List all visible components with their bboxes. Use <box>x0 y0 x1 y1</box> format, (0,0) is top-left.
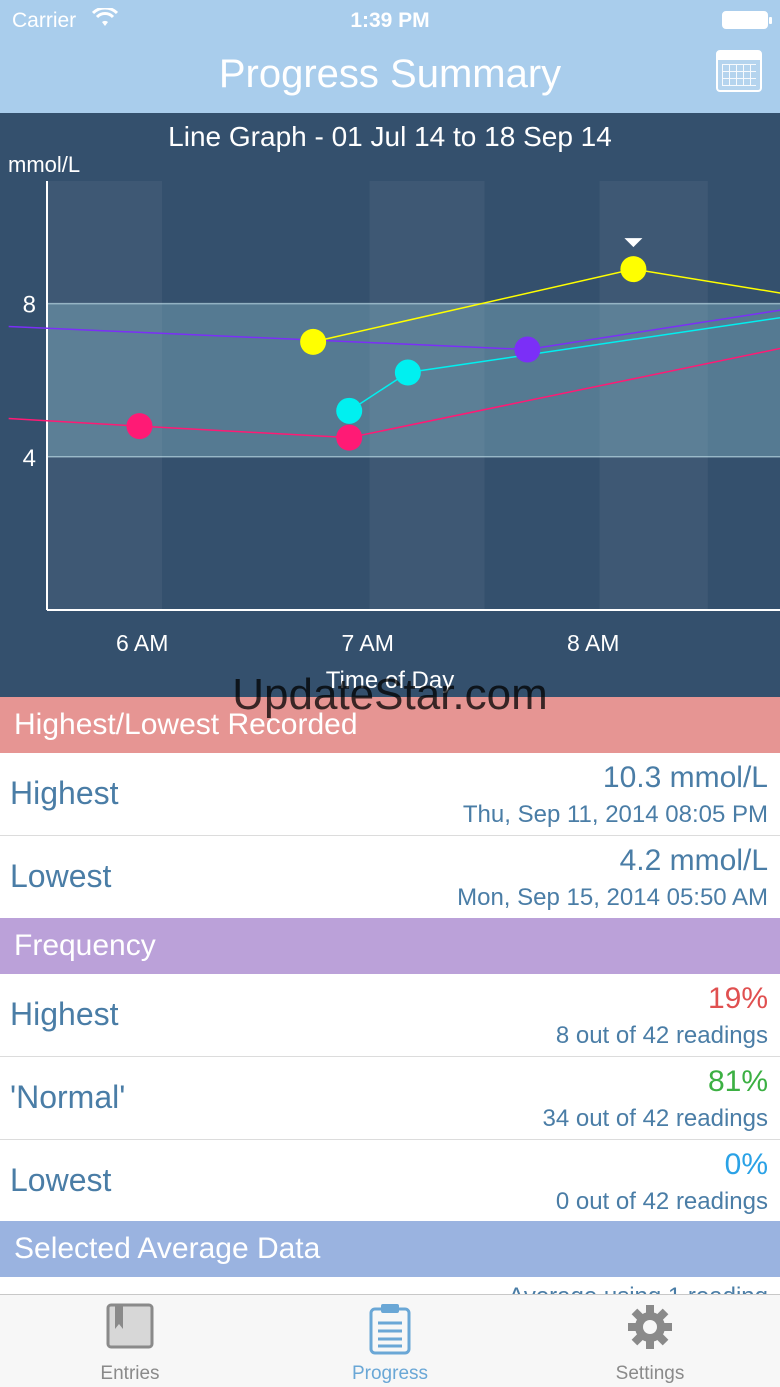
lowest-recorded-row[interactable]: Lowest 4.2 mmol/L Mon, Sep 15, 2014 05:5… <box>0 836 780 919</box>
hour-band <box>599 181 708 610</box>
series-line <box>8 347 780 439</box>
y-tick-label: 8 <box>23 292 36 319</box>
carrier-label: Carrier <box>12 9 77 32</box>
row-date: Mon, Sep 15, 2014 05:50 AM <box>457 884 768 911</box>
row-readings: 8 out of 42 readings <box>555 1022 768 1049</box>
row-percent: 0% <box>724 1148 768 1181</box>
y-axis-label: mmol/L <box>8 152 81 177</box>
tab-progress[interactable]: Progress <box>260 1295 520 1387</box>
row-readings: 34 out of 42 readings <box>542 1105 768 1132</box>
data-point <box>514 336 541 363</box>
frequency-lowest-row[interactable]: Lowest 0% 0 out of 42 readings <box>0 1140 780 1223</box>
page-title: Progress Summary <box>218 52 562 96</box>
tab-label: Settings <box>615 1363 685 1384</box>
tab-label: Progress <box>351 1363 429 1384</box>
average-partial-text: Average using 1 reading <box>508 1283 768 1297</box>
hour-band <box>369 181 485 610</box>
calendar-icon-grid <box>722 64 756 86</box>
x-axis-label: Time of Day <box>326 667 454 694</box>
calendar-icon[interactable] <box>716 50 762 92</box>
row-percent: 81% <box>707 1065 768 1098</box>
chart-title: Line Graph - 01 Jul 14 to 18 Sep 14 <box>168 121 612 152</box>
section-header-frequency: Frequency <box>0 918 780 974</box>
row-label: 'Normal' <box>10 1079 126 1115</box>
book-icon <box>106 1303 154 1354</box>
clipboard-icon <box>368 1303 412 1360</box>
highest-recorded-row[interactable]: Highest 10.3 mmol/L Thu, Sep 11, 2014 08… <box>0 753 780 836</box>
x-tick-label: 8 AM <box>567 630 619 656</box>
tab-entries[interactable]: Entries <box>0 1295 260 1387</box>
data-point <box>300 328 327 355</box>
hour-band <box>47 181 163 610</box>
navigation-bar: Carrier 1:39 PM Progress Summary <box>0 0 780 113</box>
gear-icon <box>626 1303 674 1356</box>
row-label: Highest <box>10 996 119 1032</box>
battery-icon <box>722 11 772 29</box>
selected-point-indicator <box>624 238 643 248</box>
frequency-highest-row[interactable]: Highest 19% 8 out of 42 readings <box>0 974 780 1057</box>
data-point <box>336 397 363 424</box>
row-readings: 0 out of 42 readings <box>555 1188 768 1215</box>
row-label: Lowest <box>10 858 112 894</box>
tab-settings[interactable]: Settings <box>520 1295 780 1387</box>
clock: 1:39 PM <box>350 9 430 32</box>
y-tick-label: 4 <box>23 445 36 472</box>
data-point <box>394 359 421 386</box>
row-label: Lowest <box>10 1162 112 1198</box>
x-tick-label: 7 AM <box>342 630 394 656</box>
data-point <box>620 256 647 283</box>
wifi-icon <box>91 6 119 34</box>
frequency-normal-row[interactable]: 'Normal' 81% 34 out of 42 readings <box>0 1057 780 1140</box>
section-header-high-low: Highest/Lowest Recorded <box>0 697 780 753</box>
row-date: Thu, Sep 11, 2014 08:05 PM <box>462 801 768 828</box>
calendar-icon-header <box>718 52 760 60</box>
data-point <box>336 424 363 451</box>
row-percent: 19% <box>707 982 768 1015</box>
data-point <box>126 413 153 440</box>
row-label: Highest <box>10 775 119 811</box>
x-tick-label: 6 AM <box>116 630 168 656</box>
tab-label: Entries <box>100 1363 160 1384</box>
tab-bar: Entries Progress <box>0 1294 780 1387</box>
status-bar: Carrier 1:39 PM <box>0 6 780 36</box>
row-value: 10.3 mmol/L <box>602 761 768 794</box>
average-row-partial[interactable]: Average using 1 reading <box>0 1277 780 1297</box>
section-header-average: Selected Average Data <box>0 1221 780 1277</box>
row-value: 4.2 mmol/L <box>619 844 768 877</box>
